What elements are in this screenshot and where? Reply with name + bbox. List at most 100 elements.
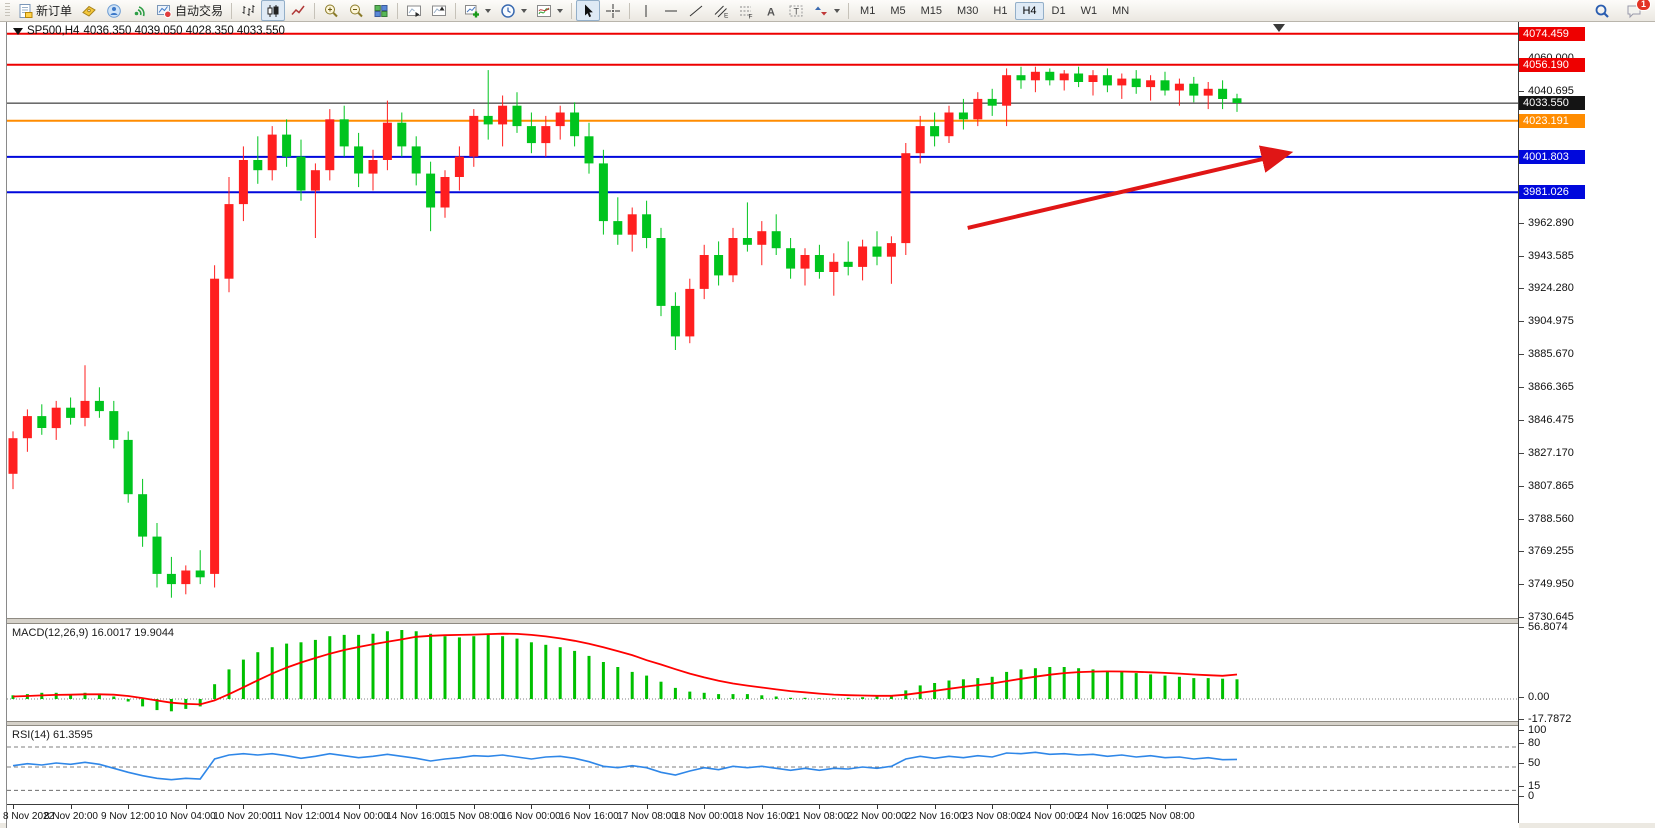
candle (224, 204, 234, 279)
timeframe-m5[interactable]: M5 (890, 4, 906, 17)
level-price-badge: 4033.550 (1519, 96, 1585, 110)
new-chart-button[interactable] (460, 0, 495, 21)
line-chart-icon (290, 3, 306, 19)
price-axis[interactable]: 4060.0004040.6953962.8903943.5853924.280… (1518, 22, 1655, 823)
candle (1203, 88, 1213, 96)
candle (368, 160, 378, 174)
candle (152, 536, 162, 574)
vertical-line-tool-button[interactable] (634, 0, 658, 21)
candle (714, 255, 724, 276)
macd-pane: MACD(12,26,9) 16.0017 19.9044 (7, 624, 1519, 721)
new-order-icon (17, 3, 33, 19)
candle (1045, 71, 1055, 81)
timeframe-h4[interactable]: H4 (1015, 1, 1044, 20)
chart-shift-icon (431, 3, 447, 19)
auto-trading-button[interactable]: 自动交易 (152, 0, 227, 21)
timeframe-m15[interactable]: M15 (920, 4, 942, 17)
macd-axis-label: -17.7872 (1519, 713, 1571, 726)
candle (1189, 83, 1199, 96)
main-chart-canvas[interactable] (7, 22, 1519, 618)
time-tick (877, 805, 878, 809)
pane-splitter[interactable] (7, 721, 1519, 726)
pane-splitter[interactable] (7, 618, 1519, 624)
price-tick-label: 3749.950 (1519, 578, 1574, 591)
horizontal-line-icon (663, 3, 679, 19)
candle (541, 126, 551, 144)
market-watch-button[interactable] (77, 0, 101, 21)
time-label: 14 Nov 16:00 (386, 811, 446, 822)
tile-windows-button[interactable] (369, 0, 393, 21)
cursor-tool-button[interactable] (576, 0, 601, 21)
candle (181, 570, 191, 585)
timeframe-w1[interactable]: W1 (1080, 4, 1098, 17)
line-chart-mode-button[interactable] (286, 0, 310, 21)
template-button[interactable] (532, 0, 567, 21)
time-label: 22 Nov 00:00 (847, 811, 907, 822)
candle (325, 119, 335, 171)
arrow-objects-icon (813, 3, 829, 19)
horizontal-line-tool-button[interactable] (659, 0, 683, 21)
rsi-label: RSI(14) 61.3595 (12, 729, 93, 741)
rsi-axis-label: 80 (1519, 737, 1540, 750)
crosshair-tool-button[interactable] (601, 0, 625, 21)
new-order-label: 新订单 (36, 4, 73, 18)
fibonacci-tool-button[interactable]: F (734, 0, 758, 21)
macd-signal-line (12, 632, 1238, 706)
trend-arrow[interactable] (967, 145, 1294, 230)
candle (1102, 75, 1112, 86)
toolbar-grip[interactable] (5, 3, 10, 18)
time-label: 11 Nov 12:00 (271, 811, 331, 822)
candle (944, 112, 954, 137)
time-label: 8 Nov 2022 (3, 811, 55, 822)
rsi-axis-label: 50 (1519, 757, 1540, 770)
new-order-button[interactable]: 新订单 (13, 0, 76, 21)
price-tick-label: 3962.890 (1519, 217, 1574, 230)
channel-tool-button[interactable]: E (709, 0, 733, 21)
time-label: 8 Nov 20:00 (44, 811, 98, 822)
chart-symbol-period: SP500,H4 (27, 25, 80, 37)
time-label: 16 Nov 00:00 (501, 811, 561, 822)
zoom-out-button[interactable] (344, 0, 368, 21)
candle (51, 407, 61, 429)
time-tick (589, 805, 590, 809)
candle (886, 243, 896, 257)
timeframe-d1[interactable]: D1 (1051, 4, 1066, 17)
timeframe-mn[interactable]: MN (1112, 4, 1130, 17)
notifications-button[interactable]: 1 (1622, 0, 1651, 21)
sell-arrow-icon (13, 27, 23, 35)
text-tool-button[interactable]: A (759, 0, 783, 21)
label-tool-button[interactable]: T (784, 0, 808, 21)
toolbar: 新订单 自动交易 (0, 0, 1655, 22)
timeframe-h1[interactable]: H1 (993, 4, 1008, 17)
chart-shift-button[interactable] (427, 0, 451, 21)
level-price-badge: 3981.026 (1519, 185, 1585, 199)
search-button[interactable] (1590, 0, 1614, 21)
bar-chart-mode-button[interactable] (236, 0, 260, 21)
auto-scroll-button[interactable] (402, 0, 426, 21)
candle (354, 146, 364, 174)
timeframe-m30[interactable]: M30 (957, 4, 979, 17)
arrows-tool-button[interactable] (809, 0, 844, 21)
rsi-canvas[interactable] (7, 726, 1519, 804)
svg-text:F: F (749, 13, 753, 19)
candle (267, 134, 277, 171)
signals-button[interactable] (127, 0, 151, 21)
period-button[interactable] (496, 0, 531, 21)
zoom-in-button[interactable] (319, 0, 343, 21)
chevron-down-icon (485, 8, 492, 13)
candle (915, 126, 925, 154)
candle (512, 105, 522, 127)
plot-column: SP500,H4 4036.350 4039.050 4028.350 4033… (3, 22, 1519, 828)
macd-axis-label: 0.00 (1519, 691, 1549, 704)
community-button[interactable] (102, 0, 126, 21)
macd-canvas[interactable] (7, 624, 1519, 721)
candlestick-mode-button[interactable] (261, 0, 286, 21)
trendline-tool-button[interactable] (684, 0, 708, 21)
candle (454, 156, 464, 177)
price-tick-label: 3846.475 (1519, 414, 1574, 427)
time-axis[interactable]: 8 Nov 2022 8 Nov 20:00 9 Nov 12:00 10 Nov 0… (3, 804, 1519, 828)
timeframe-m1[interactable]: M1 (860, 4, 876, 17)
candle (829, 261, 839, 272)
chart-title: SP500,H4 4036.350 4039.050 4028.350 4033… (13, 25, 285, 37)
candle (8, 438, 18, 474)
